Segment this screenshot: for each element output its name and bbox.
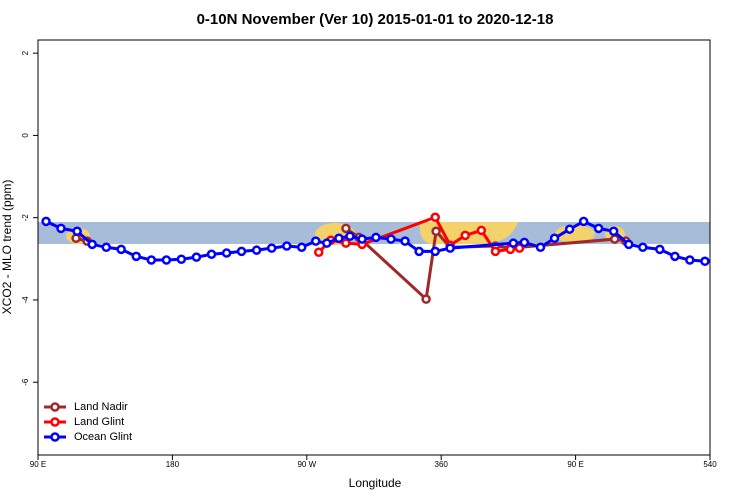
x-tick-label: 90 W <box>297 460 316 469</box>
data-point <box>508 238 519 248</box>
data-point <box>386 234 396 244</box>
data-point <box>608 226 619 237</box>
data-point <box>334 233 344 243</box>
x-tick-label: 90 E <box>30 460 46 469</box>
data-point <box>609 234 620 244</box>
data-point <box>564 224 575 234</box>
data-point <box>700 256 710 267</box>
data-point <box>593 223 604 234</box>
y-axis-label: XCO2 - MLO trend (ppm) <box>0 180 14 315</box>
legend: Land Nadir Land Glint Ocean Glint <box>44 401 132 443</box>
data-point <box>431 226 441 237</box>
data-point <box>341 238 351 248</box>
y-tick-label: 0 <box>21 133 30 138</box>
data-point <box>311 236 321 246</box>
data-point <box>430 246 440 257</box>
data-point <box>371 232 381 243</box>
data-point <box>345 231 355 241</box>
data-point <box>116 244 126 255</box>
data-point <box>41 216 51 227</box>
data-point <box>87 239 97 250</box>
data-point <box>236 246 247 257</box>
data-point <box>624 239 634 250</box>
data-point <box>460 230 470 241</box>
data-point <box>430 212 440 223</box>
data-point <box>313 247 324 257</box>
y-tick-label: -2 <box>21 214 30 222</box>
data-point <box>549 233 560 243</box>
x-tick-label: 540 <box>703 460 717 469</box>
legend-marker <box>50 402 60 412</box>
data-point <box>72 226 82 237</box>
data-point <box>161 255 172 265</box>
data-point <box>322 238 332 248</box>
data-point <box>655 244 665 255</box>
data-point <box>221 248 232 258</box>
data-point <box>421 294 431 304</box>
data-point <box>131 251 142 262</box>
data-point <box>146 255 157 265</box>
chart-title: 0-10N November (Ver 10) 2015-01-01 to 20… <box>197 11 554 28</box>
plot-frame <box>37 39 711 456</box>
data-point <box>685 255 695 265</box>
legend-marker <box>50 432 60 442</box>
data-point <box>101 242 111 253</box>
x-tick-label: 180 <box>166 460 180 469</box>
data-point <box>400 236 410 246</box>
legend-label: Ocean Glint <box>74 431 132 443</box>
data-point <box>476 225 487 236</box>
data-point <box>266 243 277 253</box>
x-axis-label: Longitude <box>349 476 402 490</box>
y-tick-label: -6 <box>21 378 30 386</box>
data-point <box>414 246 424 257</box>
data-point <box>251 245 262 255</box>
x-tick-label: 360 <box>435 460 449 469</box>
y-tick-label: 2 <box>21 50 30 55</box>
data-point <box>206 249 217 260</box>
data-point <box>670 251 680 262</box>
data-point <box>514 243 525 253</box>
data-point <box>535 242 546 253</box>
legend-label: Land Nadir <box>74 401 128 413</box>
data-point <box>445 243 455 253</box>
x-tick-label: 90 E <box>567 460 583 469</box>
data-point <box>176 254 187 264</box>
data-point <box>490 246 501 257</box>
data-point <box>519 237 530 248</box>
data-point <box>578 216 589 227</box>
data-point <box>282 241 292 251</box>
map-ocean <box>38 222 710 244</box>
data-point <box>638 242 648 253</box>
data-point <box>341 223 351 234</box>
y-tick-label: -4 <box>21 296 30 304</box>
legend-marker <box>50 417 60 427</box>
data-point <box>191 252 202 262</box>
data-point <box>357 234 367 244</box>
data-point <box>296 242 307 253</box>
legend-label: Land Glint <box>74 416 124 428</box>
data-point <box>56 223 66 234</box>
